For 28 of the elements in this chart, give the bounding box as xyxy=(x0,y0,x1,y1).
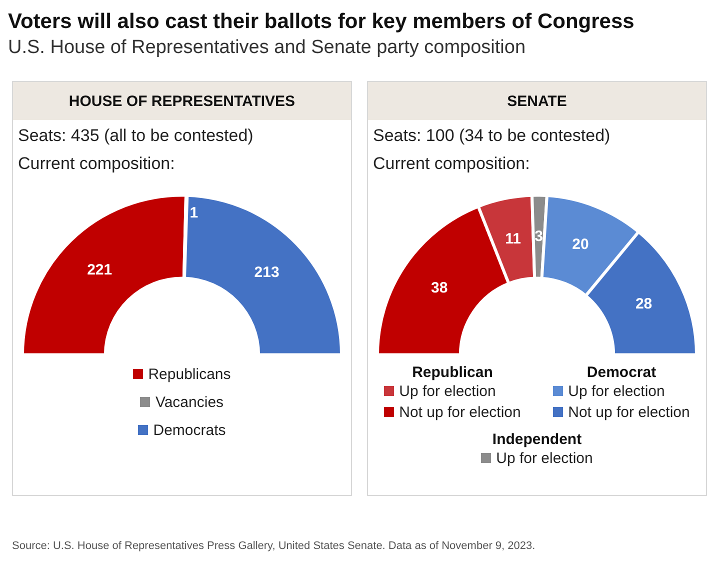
text: Democrat xyxy=(586,364,658,381)
chart-subtitle: Seats: 100 (34 to be contested) xyxy=(373,126,612,146)
legend-label: Not up for election xyxy=(398,403,521,423)
legend-label: Up for election xyxy=(567,382,666,402)
legend-label: Republicans xyxy=(147,365,231,385)
data-label: 221 xyxy=(87,261,112,278)
source-note: Source: U.S. House of Representatives Press Gallery, United States Senate. Data as of November 9, 2023. xyxy=(12,540,536,552)
text: Republican xyxy=(411,364,494,381)
legend-label: Democrats xyxy=(152,421,226,441)
legend-label: Up for election xyxy=(495,449,593,469)
chart-title: SENATE xyxy=(368,82,706,120)
data-label: 3 xyxy=(534,228,544,245)
legend-label: Not up for election xyxy=(567,403,690,423)
text: U.S. House of Representatives and Senate party composition xyxy=(8,37,527,59)
legend-label: Up for election xyxy=(398,382,497,402)
data-label: 28 xyxy=(635,296,652,313)
data-label: 213 xyxy=(254,264,280,281)
data-label: 38 xyxy=(431,280,448,297)
data-label: 1 xyxy=(190,204,198,222)
chart-title: HOUSE OF REPRESENTATIVES xyxy=(13,82,351,120)
text: Current composition: xyxy=(373,154,531,174)
text: Current composition: xyxy=(18,154,176,174)
chart-subtitle: Seats: 435 (all to be contested) xyxy=(18,126,254,146)
legend-label: Vacancies xyxy=(154,393,224,413)
text: Voters will also cast their ballots for key members of Congress xyxy=(8,9,636,34)
data-label: 20 xyxy=(572,236,589,254)
text: Independent xyxy=(491,431,583,448)
data-label: 11 xyxy=(505,230,521,248)
